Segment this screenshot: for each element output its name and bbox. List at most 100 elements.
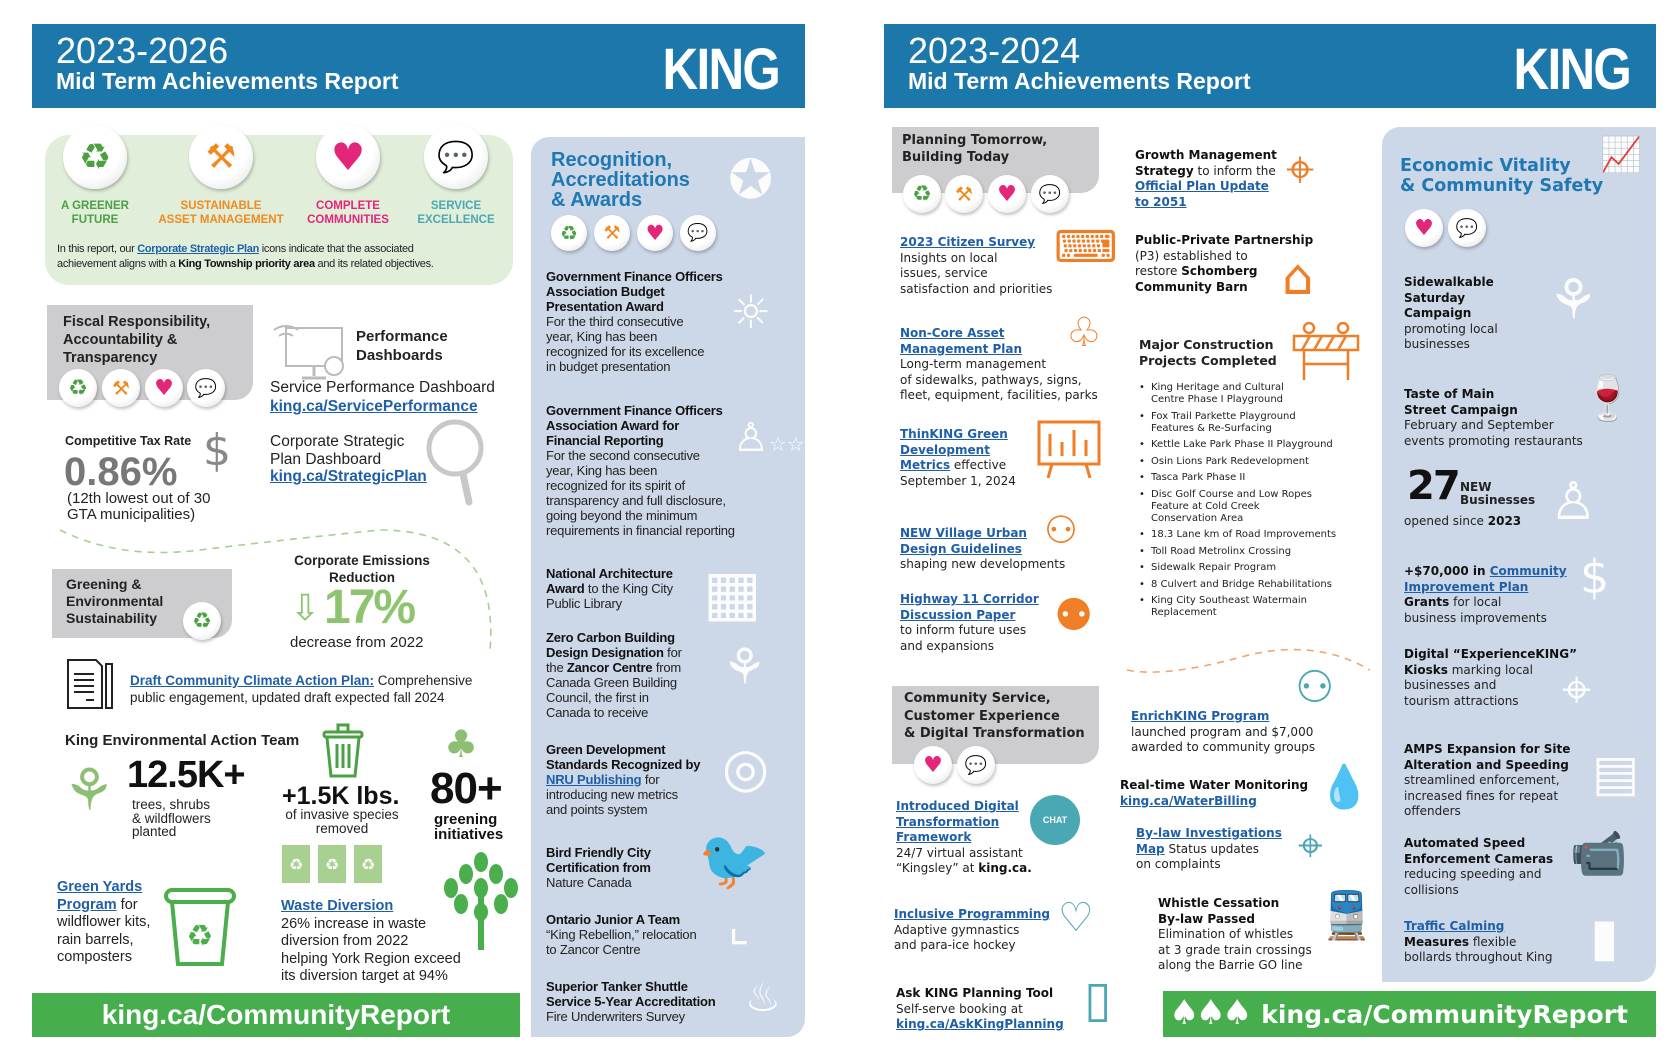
- bold-text: AMPS Expansion for Site Alteration and S…: [1404, 742, 1571, 772]
- heart-hands-icon: ♥: [988, 175, 1026, 213]
- text: icons indicate that the associated achie…: [57, 243, 414, 270]
- worker-shovel-icon: ⚒: [945, 175, 983, 213]
- link[interactable]: NRU Publishing: [546, 772, 642, 787]
- list-item: Sidewalk Repair Program: [1139, 562, 1369, 574]
- link[interactable]: king.ca/WaterBilling: [1120, 793, 1257, 808]
- initiatives-value: 80+: [430, 764, 503, 813]
- initiatives-note: greening initiatives: [434, 811, 504, 843]
- service-dashboard-label: Service Performance Dashboard: [270, 379, 495, 396]
- money-bag-icon: $: [203, 425, 231, 476]
- link[interactable]: Inclusive Programming: [894, 907, 1050, 921]
- recycle-leaves-icon: ♻: [59, 369, 97, 407]
- new-businesses-label: NEW Businesses: [1460, 480, 1536, 507]
- priority-label-service: SERVICE EXCELLENCE: [417, 200, 495, 226]
- link[interactable]: Green Yards Program: [57, 879, 143, 913]
- list-item: King Heritage and Cultural Centre Phase …: [1139, 382, 1369, 406]
- text: for wildflower kits, rain barrels, compo…: [57, 896, 151, 966]
- link[interactable]: ThinKING Green Development Metrics: [900, 427, 1008, 472]
- bollard-icon: ▮: [1590, 908, 1619, 968]
- monitor-dashboard-icon: [273, 325, 344, 380]
- text: to inform future uses and expansions: [900, 623, 1027, 653]
- traffic-calming: Traffic Calming Measures flexible bollar…: [1404, 919, 1552, 966]
- strategic-dashboard-label: Corporate Strategic Plan Dashboard: [270, 433, 405, 468]
- link[interactable]: Traffic Calming: [1404, 919, 1505, 933]
- link[interactable]: Corporate Strategic Plan: [137, 243, 259, 255]
- award-zero-carbon: Zero Carbon Building Design Designation …: [546, 630, 682, 720]
- fire-hose-icon: ♨: [745, 975, 781, 1021]
- heart-hands-icon: ♥: [316, 125, 380, 189]
- text: shaping new developments: [900, 557, 1066, 571]
- invasive-value: +1.5K lbs.: [282, 782, 400, 810]
- bag-icon: ♻: [318, 845, 346, 883]
- text: For the second consecutive year, King ha…: [546, 448, 735, 538]
- inclusive-programming: Inclusive Programming Adaptive gymnastic…: [894, 907, 1050, 954]
- speech-bubbles-icon: 💬: [1031, 175, 1069, 213]
- link[interactable]: Introduced Digital Transformation Framew…: [896, 799, 1019, 844]
- digital-transformation: Introduced Digital Transformation Framew…: [896, 799, 1032, 877]
- speech-bubbles-icon: 💬: [957, 746, 995, 784]
- new-businesses-note: opened since 2023: [1404, 514, 1521, 530]
- library-building-icon: ▦: [703, 556, 762, 629]
- phone-location-icon: ▯: [1084, 970, 1112, 1028]
- text: “King Rebellion,” relocation to Zancor C…: [546, 927, 697, 957]
- bold-text: 2023: [1487, 514, 1522, 528]
- water-drop-icon: 💧: [1318, 762, 1371, 811]
- water-monitoring: Real-time Water Monitoring king.ca/Water…: [1120, 778, 1308, 809]
- service-performance-link[interactable]: king.ca/ServicePerformance: [270, 398, 478, 415]
- link[interactable]: 2023 Citizen Survey: [900, 235, 1036, 249]
- link[interactable]: By-law Investigations Map: [1136, 826, 1282, 856]
- whistle-cessation: Whistle Cessation By-law Passed Eliminat…: [1158, 896, 1312, 974]
- bold-text: Bird Friendly City Certification from: [546, 845, 651, 875]
- text: streamlined enforcement, increased fines…: [1404, 773, 1560, 818]
- right-footer-url[interactable]: ♠♠♠ king.ca/CommunityReport: [1163, 991, 1656, 1037]
- text: Self-serve booking at: [896, 1001, 1023, 1016]
- bold-text: king.ca.: [978, 861, 1032, 875]
- text: 24/7 virtual assistant “Kingsley” at: [896, 845, 1023, 876]
- link[interactable]: Non-Core Asset Management Plan: [900, 326, 1023, 356]
- non-core-asset-plan: Non-Core Asset Management Plan Long-term…: [900, 326, 1098, 404]
- person-stars-icon: ♙☆☆☆: [733, 415, 823, 461]
- security-camera-icon: 📹: [1570, 826, 1628, 880]
- bold-text: National Architecture Award: [546, 566, 673, 596]
- chat-badge-text: CHAT: [1042, 815, 1068, 825]
- text: for introducing new metrics and points s…: [546, 772, 678, 817]
- footer-url-text[interactable]: king.ca/CommunityReport: [101, 999, 451, 1030]
- bold-text: Ask KING Planning Tool: [896, 986, 1054, 1000]
- report-subtitle: Mid Term Achievements Report: [908, 68, 1251, 94]
- priority-label-greener: A GREENER FUTURE: [61, 200, 129, 226]
- worker-shovel-icon: ⚒: [102, 369, 140, 407]
- link[interactable]: Official Plan Update to 2051: [1135, 179, 1269, 209]
- award-green-development: Green Development Standards Recognized b…: [546, 742, 701, 817]
- link[interactable]: Draft Community Climate Action Plan:: [130, 673, 375, 688]
- footer-url-text[interactable]: king.ca/CommunityReport: [1261, 999, 1628, 1029]
- emissions-title: Corporate Emissions Reduction: [294, 553, 430, 585]
- link[interactable]: king.ca/AskKingPlanning: [896, 1017, 1064, 1031]
- left-footer-url[interactable]: king.ca/CommunityReport: [32, 993, 520, 1037]
- recycle-leaves-icon: ♻: [551, 215, 587, 251]
- text: and its related objectives.: [314, 258, 434, 270]
- growth-management: Growth Management Strategy to inform the…: [1135, 148, 1277, 210]
- priority-label-communities: COMPLETE COMMUNITIES: [307, 200, 389, 226]
- barn-icon: ⌂: [1282, 248, 1314, 306]
- text: Elimination of whistles at 3 grade train…: [1158, 927, 1312, 972]
- climate-action-plan: Draft Community Climate Action Plan: Com…: [130, 672, 472, 706]
- map-pin-icon: ⌖: [1298, 820, 1323, 871]
- money-plants-icon: ⚘: [1548, 268, 1599, 333]
- bold-text: Grants: [1404, 595, 1450, 609]
- text: opened since: [1404, 514, 1488, 528]
- link[interactable]: EnrichKING Program: [1131, 709, 1270, 723]
- link[interactable]: Highway 11 Corridor Discussion Paper: [900, 592, 1039, 622]
- link[interactable]: Waste Diversion: [281, 898, 394, 914]
- link[interactable]: NEW Village Urban Design Guidelines: [900, 526, 1027, 556]
- money-bag-hand-icon: $: [1580, 550, 1610, 604]
- bold-text: Automated Speed Enforcement Cameras: [1404, 836, 1554, 866]
- link[interactable]: Community Improvement Plan: [1404, 564, 1567, 594]
- strategic-plan-link[interactable]: king.ca/StrategicPlan: [270, 468, 427, 485]
- bylaw-map: By-law Investigations Map Status updates…: [1136, 826, 1282, 873]
- sprout-icon: ⚘: [63, 756, 115, 824]
- text: In this report, our: [57, 243, 138, 255]
- trees-field-icon: ♧: [1066, 310, 1102, 356]
- bold-text: Zancor Centre: [566, 660, 653, 675]
- bold-text: Zero Carbon Building Design Designation: [546, 630, 675, 660]
- recognition-panel: [531, 137, 805, 1037]
